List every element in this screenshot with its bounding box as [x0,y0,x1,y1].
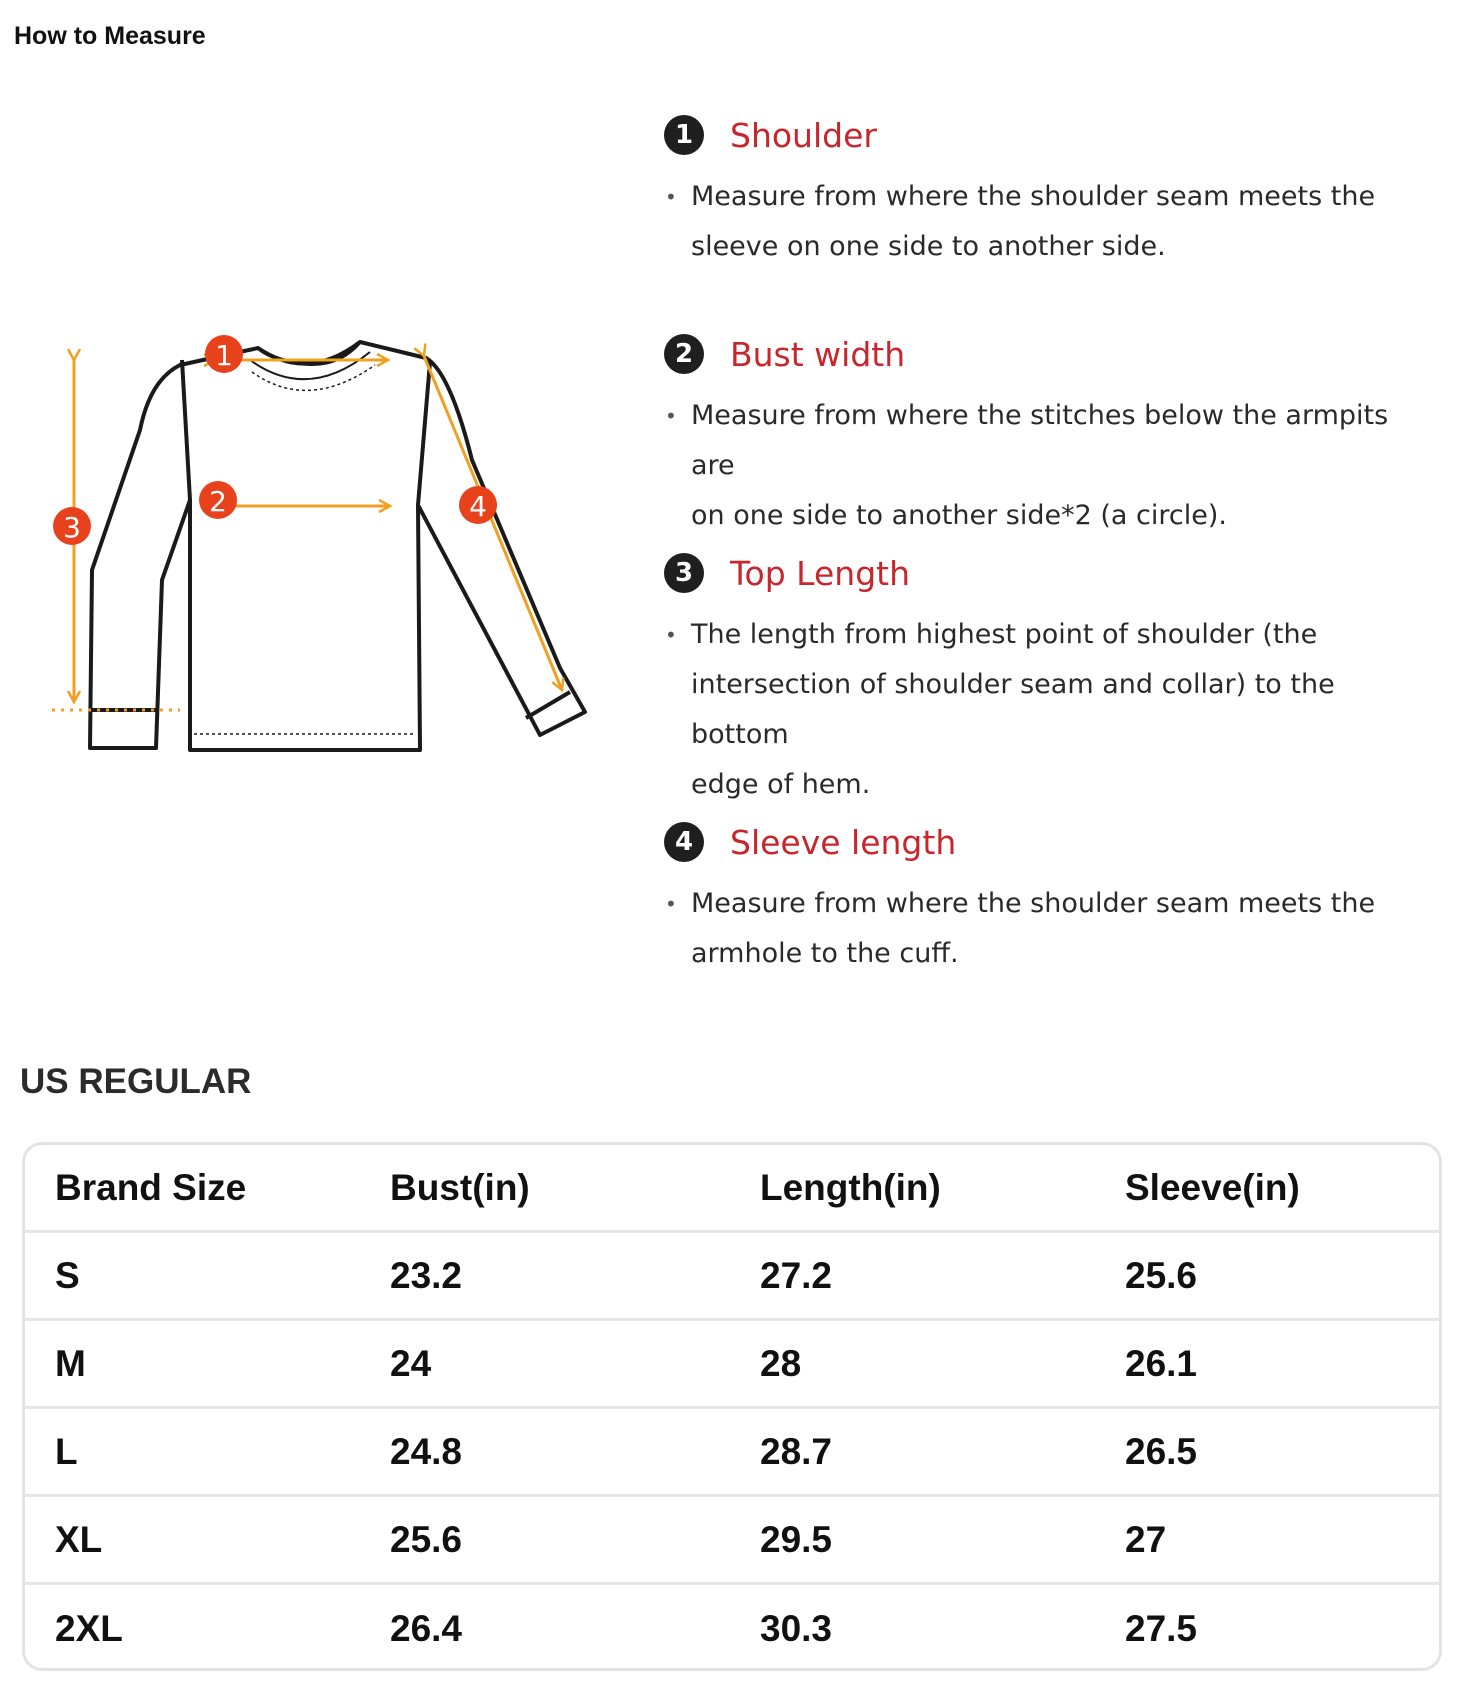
measure-shoulder: 1 Shoulder • Measure from where the shou… [664,110,1424,272]
number-badge: 4 [664,822,704,862]
sleeve-cell: 26.1 [1125,1342,1198,1384]
table-row: 2XL 26.4 30.3 27.5 [25,1585,1439,1668]
size-table: Brand Size Bust(in) Length(in) Sleeve(in… [22,1142,1442,1671]
length-cell: 28 [760,1342,802,1384]
sleeve-cell: 27 [1125,1518,1167,1560]
bust-cell: 24.8 [390,1430,463,1472]
bust-cell: 25.6 [390,1518,463,1560]
marker-4: 4 [459,486,497,524]
sweater-outline [88,340,587,752]
table-row: L 24.8 28.7 26.5 [25,1409,1439,1497]
svg-text:2: 2 [209,485,227,518]
bullet-icon: • [665,892,677,916]
marker-2: 2 [199,481,237,519]
bullet-icon: • [665,404,677,428]
column-header: Bust(in) [390,1166,530,1208]
table-header-row: Brand Size Bust(in) Length(in) Sleeve(in… [25,1145,1439,1233]
length-cell: 29.5 [760,1518,833,1560]
measure-sleeve-length: 4 Sleeve length • Measure from where the… [664,817,1424,979]
bust-cell: 23.2 [390,1254,463,1296]
sleeve-cell: 27.5 [1125,1608,1198,1649]
sleeve-cell: 26.5 [1125,1430,1198,1472]
sleeve-cell: 25.6 [1125,1254,1198,1296]
measure-title: Sleeve length [730,822,957,862]
table-row: XL 25.6 29.5 27 [25,1497,1439,1585]
svg-text:1: 1 [215,339,233,372]
measure-description: • Measure from where the shoulder seam m… [664,172,1424,272]
size-cell: L [55,1430,78,1472]
size-cell: 2XL [55,1608,123,1649]
marker-3: 3 [53,507,91,545]
size-chart-title: US REGULAR [20,1062,252,1101]
column-header: Length(in) [760,1166,941,1208]
bullet-icon: • [665,623,677,647]
marker-1: 1 [205,335,243,373]
size-cell: XL [55,1518,103,1560]
measure-title: Shoulder [730,115,877,155]
length-cell: 30.3 [760,1608,833,1649]
number-badge: 3 [664,553,704,593]
bust-cell: 24 [390,1342,432,1384]
size-cell: M [55,1342,86,1384]
column-header: Brand Size [55,1166,247,1208]
number-badge: 1 [664,115,704,155]
measure-title: Bust width [730,334,906,374]
size-cell: S [55,1254,80,1296]
measure-title: Top Length [730,553,911,593]
measure-description: • Measure from where the shoulder seam m… [664,879,1424,979]
number-badge: 2 [664,334,704,374]
bullet-icon: • [665,185,677,209]
measure-bust-width: 2 Bust width • Measure from where the st… [664,329,1424,541]
table-row: S 23.2 27.2 25.6 [25,1233,1439,1321]
measure-top-length: 3 Top Length • The length from highest p… [664,548,1424,810]
measure-description: • The length from highest point of shoul… [664,610,1424,810]
bust-cell: 26.4 [390,1608,463,1649]
length-cell: 28.7 [760,1430,833,1472]
length-cell: 27.2 [760,1254,833,1296]
sweater-diagram: 1 2 3 4 [40,320,630,790]
column-header: Sleeve(in) [1125,1166,1300,1208]
table-row: M 24 28 26.1 [25,1321,1439,1409]
svg-text:4: 4 [469,490,487,523]
sweater-illustration: 1 2 3 4 [52,335,587,752]
measure-description: • Measure from where the stitches below … [664,391,1424,541]
svg-text:3: 3 [63,511,81,544]
page-title: How to Measure [14,22,206,50]
